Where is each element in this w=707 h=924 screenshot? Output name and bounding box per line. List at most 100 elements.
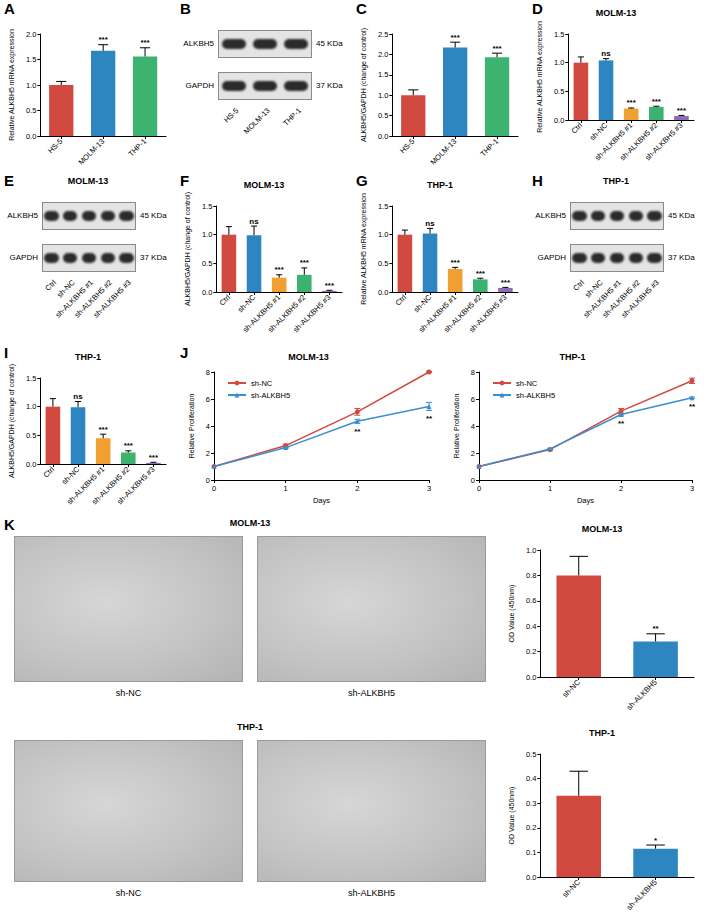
svg-text:8: 8 — [471, 368, 475, 377]
svg-text:0.5: 0.5 — [554, 87, 564, 96]
svg-text:sh-NC: sh-NC — [516, 379, 538, 388]
svg-text:0.5: 0.5 — [378, 259, 388, 268]
svg-text:1.5: 1.5 — [26, 374, 36, 383]
svg-text:*: * — [654, 836, 658, 845]
svg-text:***: *** — [677, 106, 687, 115]
svg-text:THP-1: THP-1 — [479, 137, 501, 159]
svg-text:2.0: 2.0 — [26, 30, 36, 39]
svg-text:***: *** — [124, 441, 134, 450]
svg-text:**: ** — [652, 624, 659, 633]
svg-text:1.0: 1.0 — [378, 91, 388, 100]
svg-text:2: 2 — [471, 449, 475, 458]
svg-text:OD Value (450nm): OD Value (450nm) — [508, 787, 516, 845]
svg-text:1.0: 1.0 — [526, 546, 536, 555]
svg-text:0.5: 0.5 — [26, 431, 36, 440]
svg-text:0.0: 0.0 — [378, 288, 388, 297]
svg-text:0.0: 0.0 — [202, 288, 212, 297]
svg-text:0.0: 0.0 — [378, 132, 388, 141]
svg-text:***: *** — [300, 258, 310, 267]
svg-text:Relative ALKBH5 mRNA expressio: Relative ALKBH5 mRNA expression — [360, 193, 368, 305]
svg-text:sh-NC: sh-NC — [251, 379, 273, 388]
svg-text:1.0: 1.0 — [378, 230, 388, 239]
svg-text:ALKBH5/GAPDH (change of contro: ALKBH5/GAPDH (change of control) — [8, 364, 16, 478]
svg-text:2: 2 — [206, 449, 210, 458]
svg-text:sh-ALKBH5 #3: sh-ALKBH5 #3 — [467, 293, 508, 334]
svg-text:***: *** — [98, 35, 108, 44]
svg-text:MOLM-13: MOLM-13 — [244, 180, 285, 190]
svg-text:0.0: 0.0 — [526, 873, 536, 882]
svg-text:***: *** — [501, 278, 511, 287]
svg-text:***: *** — [450, 33, 460, 42]
svg-text:Ctrl: Ctrl — [41, 465, 56, 480]
svg-text:0: 0 — [471, 476, 475, 485]
svg-text:***: *** — [325, 281, 335, 290]
svg-text:Relative Proliferation: Relative Proliferation — [453, 394, 460, 459]
svg-text:ns: ns — [601, 49, 611, 58]
svg-text:***: *** — [476, 269, 486, 278]
svg-text:**: ** — [426, 414, 433, 423]
svg-text:THP-1: THP-1 — [559, 352, 585, 362]
svg-text:THP-1: THP-1 — [589, 728, 615, 738]
svg-text:0.5: 0.5 — [202, 259, 212, 268]
svg-text:1.5: 1.5 — [378, 202, 388, 211]
svg-text:0: 0 — [212, 484, 216, 493]
svg-text:6: 6 — [206, 395, 210, 404]
svg-text:0: 0 — [477, 484, 481, 493]
svg-text:1: 1 — [548, 484, 552, 493]
svg-text:0.4: 0.4 — [526, 774, 536, 783]
svg-text:1.5: 1.5 — [378, 70, 388, 79]
svg-text:Relative ALKBH5 mRNA expressio: Relative ALKBH5 mRNA expression — [536, 21, 544, 133]
svg-text:0.6: 0.6 — [526, 596, 536, 605]
svg-text:sh-ALKBH5 #3: sh-ALKBH5 #3 — [643, 121, 684, 162]
svg-text:2.5: 2.5 — [378, 30, 388, 39]
svg-text:1.0: 1.0 — [26, 402, 36, 411]
svg-text:1: 1 — [284, 484, 288, 493]
svg-text:4: 4 — [471, 422, 475, 431]
svg-text:MOLM-13: MOLM-13 — [428, 137, 458, 167]
svg-text:Relative Proliferation: Relative Proliferation — [188, 394, 195, 459]
svg-text:3: 3 — [690, 484, 694, 493]
svg-text:0.4: 0.4 — [526, 622, 536, 631]
svg-text:3: 3 — [427, 484, 431, 493]
svg-text:Ctrl: Ctrl — [393, 293, 408, 308]
svg-text:sh-NC: sh-NC — [561, 677, 583, 699]
svg-text:***: *** — [652, 97, 662, 106]
svg-text:THP-1: THP-1 — [127, 137, 149, 159]
svg-text:1.0: 1.0 — [554, 58, 564, 67]
svg-text:Relative ALKBH5 mRNA expressio: Relative ALKBH5 mRNA expression — [8, 29, 16, 141]
svg-text:Days: Days — [313, 496, 330, 505]
svg-text:4: 4 — [206, 422, 210, 431]
svg-text:MOLM-13: MOLM-13 — [288, 352, 329, 362]
svg-text:sh-ALKBH5: sh-ALKBH5 — [516, 391, 555, 400]
svg-text:ns: ns — [425, 219, 435, 228]
svg-text:***: *** — [450, 258, 460, 267]
svg-text:Ctrl: Ctrl — [217, 293, 232, 308]
svg-text:MOLM-13: MOLM-13 — [582, 524, 623, 534]
svg-text:1.5: 1.5 — [202, 202, 212, 211]
svg-text:HS-5: HS-5 — [398, 137, 416, 155]
svg-text:***: *** — [149, 453, 159, 462]
svg-text:0.0: 0.0 — [26, 132, 36, 141]
svg-text:0.2: 0.2 — [526, 823, 536, 832]
svg-text:sh-NC: sh-NC — [60, 464, 82, 486]
svg-text:sh-ALKBH5 #3: sh-ALKBH5 #3 — [115, 465, 156, 506]
svg-text:HS-5: HS-5 — [46, 137, 64, 155]
svg-text:0.8: 0.8 — [526, 571, 536, 580]
svg-text:0.0: 0.0 — [554, 116, 564, 125]
svg-text:0.5: 0.5 — [378, 111, 388, 120]
svg-text:ns: ns — [249, 217, 259, 226]
svg-text:Days: Days — [577, 496, 594, 505]
svg-text:sh-NC: sh-NC — [236, 292, 258, 314]
svg-text:0: 0 — [206, 476, 210, 485]
svg-text:sh-ALKBH5: sh-ALKBH5 — [251, 391, 290, 400]
svg-text:8: 8 — [206, 368, 210, 377]
svg-text:sh-ALKBH5: sh-ALKBH5 — [625, 678, 659, 712]
svg-text:1.0: 1.0 — [202, 230, 212, 239]
svg-text:sh-ALKBH5: sh-ALKBH5 — [625, 878, 659, 912]
svg-text:sh-NC: sh-NC — [561, 877, 583, 899]
svg-text:0.2: 0.2 — [526, 647, 536, 656]
svg-text:**: ** — [689, 402, 696, 411]
svg-text:0.1: 0.1 — [526, 848, 536, 857]
svg-text:0.0: 0.0 — [26, 460, 36, 469]
svg-text:ALKBH5/GAPDH (change of contro: ALKBH5/GAPDH (change of control) — [360, 28, 368, 142]
